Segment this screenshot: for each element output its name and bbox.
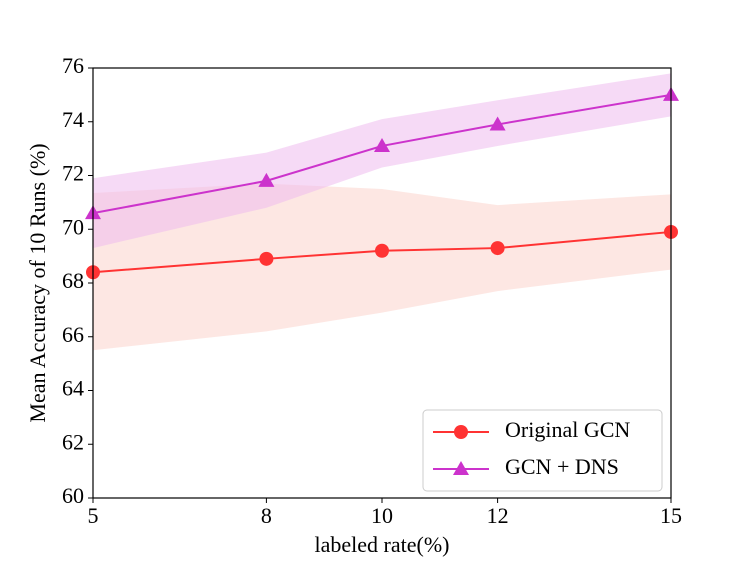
legend-marker bbox=[454, 425, 468, 439]
error-band bbox=[93, 183, 671, 351]
marker bbox=[374, 137, 390, 152]
y-tick-label: 64 bbox=[62, 376, 84, 401]
y-tick-label: 76 bbox=[62, 53, 84, 78]
y-tick-label: 70 bbox=[62, 214, 84, 239]
marker bbox=[490, 241, 505, 256]
marker bbox=[259, 251, 274, 266]
marker bbox=[258, 172, 275, 187]
x-tick-label: 12 bbox=[487, 503, 509, 528]
x-tick-label: 8 bbox=[261, 503, 272, 528]
y-tick-label: 74 bbox=[62, 107, 84, 132]
y-tick-label: 68 bbox=[62, 268, 84, 293]
error-band bbox=[93, 73, 671, 249]
x-tick-label: 15 bbox=[660, 503, 682, 528]
x-tick-label: 10 bbox=[371, 503, 393, 528]
marker bbox=[489, 116, 506, 131]
marker bbox=[375, 243, 389, 258]
y-tick-label: 72 bbox=[62, 161, 84, 186]
y-tick-label: 60 bbox=[62, 483, 84, 508]
x-axis-label: labeled rate(%) bbox=[315, 532, 450, 557]
y-tick-label: 66 bbox=[62, 322, 84, 347]
y-tick-label: 62 bbox=[62, 429, 84, 454]
legend-label: GCN + DNS bbox=[505, 454, 619, 479]
legend-marker bbox=[453, 461, 469, 475]
legend-box bbox=[422, 409, 663, 492]
legend-label: Original GCN bbox=[505, 417, 630, 442]
y-axis-label: Mean Accuracy of 10 Runs (%) bbox=[25, 143, 50, 422]
x-tick-label: 5 bbox=[88, 503, 99, 528]
